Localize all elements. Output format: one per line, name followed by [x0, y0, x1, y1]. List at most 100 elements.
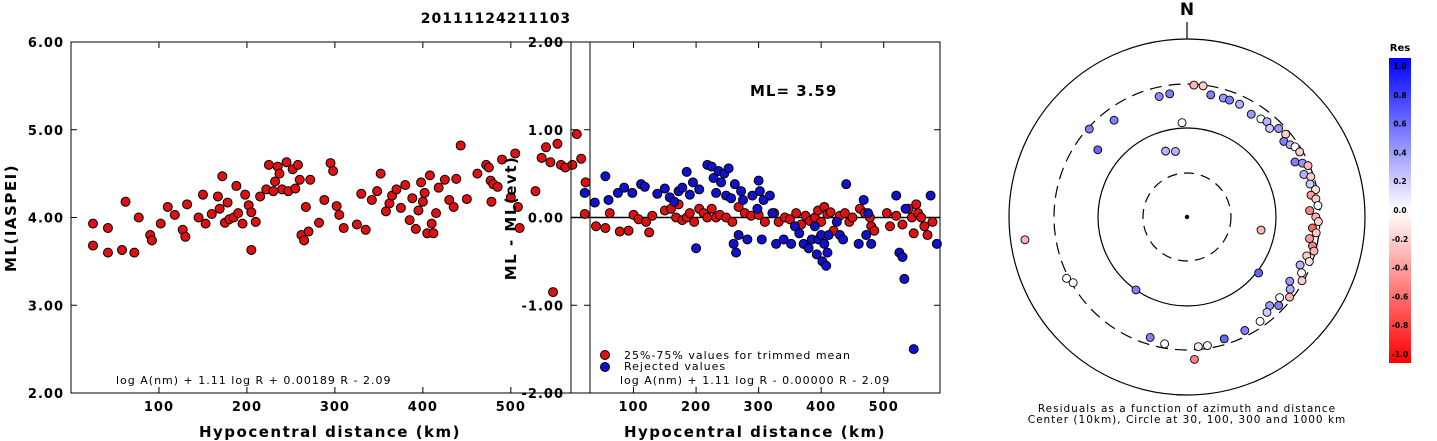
y-tick-label: 2.00 [528, 36, 564, 51]
station-residual-marker [1225, 95, 1235, 105]
y-tick-label: 6.00 [28, 36, 64, 51]
station-residual-marker [1084, 124, 1094, 134]
station-point [455, 140, 466, 151]
rejected-point [659, 183, 670, 194]
station-point [246, 244, 257, 255]
rejected-point [853, 238, 864, 249]
station-point [567, 159, 578, 170]
station-residual-marker [1275, 293, 1285, 303]
rejected-point [831, 216, 842, 227]
trimmed-point [791, 208, 802, 219]
rejected-point [752, 203, 763, 214]
station-residual-marker [1285, 292, 1295, 302]
ring-100km [1097, 127, 1277, 307]
station-point [360, 224, 371, 235]
station-point [270, 176, 281, 187]
station-point [351, 219, 362, 230]
station-residual-marker [1290, 157, 1300, 167]
colorbar-tick-label: -0.2 [1392, 235, 1408, 244]
station-residual-marker [1240, 326, 1250, 335]
station-residual-marker [1297, 268, 1306, 278]
station-point [439, 174, 450, 185]
station-point [417, 196, 428, 207]
x-tick-label: 300 [744, 400, 774, 415]
station-point [444, 194, 455, 205]
rejected-point [794, 228, 805, 239]
station-point [180, 231, 191, 242]
station-point [268, 186, 279, 197]
colorbar-tick-label: 0.6 [1393, 120, 1406, 129]
station-residual-marker [1305, 179, 1315, 189]
ring-30km [1142, 172, 1232, 262]
y-tick-label: 1.00 [528, 124, 564, 139]
station-residual-marker [1313, 201, 1323, 210]
rejected-point [716, 177, 727, 188]
colorbar-tick-label: -0.6 [1392, 292, 1408, 301]
rejected-point [639, 181, 650, 192]
colorbar-title: Res [1390, 43, 1410, 54]
trimmed-point [884, 221, 895, 232]
rejected-point [619, 182, 630, 193]
station-point [222, 197, 233, 208]
station-point [419, 187, 430, 198]
station-point [102, 247, 113, 258]
rejected-point [694, 184, 705, 195]
station-point [212, 191, 223, 202]
station-point [571, 129, 582, 140]
station-point [290, 183, 301, 194]
trimmed-point [733, 201, 744, 212]
station-residual-marker [1177, 118, 1187, 128]
station-point [426, 218, 437, 229]
station-residual-marker [1281, 129, 1291, 139]
station-residuals-layer [1020, 80, 1323, 364]
colorbar-tick-label: -0.8 [1392, 321, 1408, 330]
station-residual-marker [1068, 278, 1078, 288]
station-point [200, 218, 211, 229]
trimmed-point [641, 216, 652, 227]
station-residual-marker [1202, 341, 1212, 351]
trimmed-point [891, 210, 902, 221]
station-point [461, 194, 472, 205]
station-point [240, 189, 251, 200]
middle-points-layer [579, 159, 942, 355]
station-residual-marker [1254, 268, 1264, 278]
station-point [255, 191, 266, 202]
legend-trimmed-marker [600, 350, 610, 360]
rejected-point [899, 273, 910, 284]
colorbar-tick-label: 0.8 [1393, 91, 1406, 100]
station-point [486, 196, 497, 207]
trimmed-point [644, 227, 655, 238]
x-tick-label: 100 [618, 400, 648, 415]
trimmed-point [825, 207, 836, 218]
station-point [299, 235, 310, 246]
station-residual-marker [1190, 354, 1199, 364]
rejected-point [612, 187, 623, 198]
station-residual-marker [1165, 89, 1175, 99]
station-residual-marker [1305, 234, 1314, 244]
middle-y-axis-label: ML - ML(evt) [502, 156, 520, 280]
station-residual-marker [1255, 316, 1265, 326]
rejected-point [736, 186, 747, 197]
rejected-point [753, 175, 764, 186]
station-residual-marker [1154, 92, 1164, 101]
x-tick-label: 200 [681, 400, 711, 415]
rejected-point [900, 203, 911, 214]
middle-x-axis: 100 200 300 400 500 [618, 42, 898, 415]
station-residual-marker [1306, 172, 1316, 182]
middle-scatter-panel: -2.00 -1.00 0.00 1.00 2.00 100 200 300 400 500 M… [502, 36, 942, 441]
station-point [395, 202, 406, 213]
station-point [129, 247, 140, 258]
station-point [214, 203, 225, 214]
left-y-axis-label: ML(IASPEI) [2, 164, 20, 272]
station-residual-marker [1274, 301, 1284, 310]
station-residual-marker [1262, 307, 1272, 317]
station-point [292, 159, 303, 170]
station-residual-marker [1062, 273, 1072, 283]
legend-rejected-marker [600, 362, 610, 372]
rejected-point [811, 249, 822, 260]
station-residual-marker [1198, 81, 1208, 91]
station-point [510, 148, 521, 159]
rejected-point [786, 238, 797, 249]
station-residual-marker [1160, 339, 1170, 349]
